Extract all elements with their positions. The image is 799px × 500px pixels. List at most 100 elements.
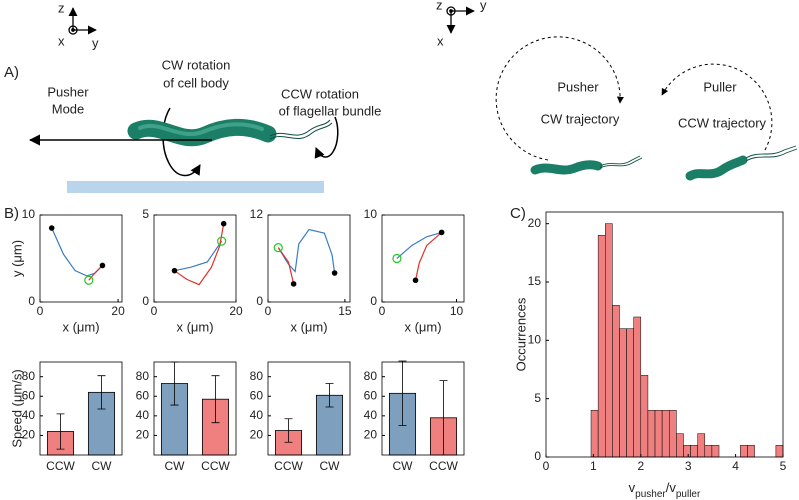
x-tick-label: 0 [265, 304, 272, 318]
x-tick-label: 0 [37, 304, 44, 318]
x-tick-label: 5 [780, 459, 787, 473]
trajectory-line [51, 227, 103, 277]
x-tick-label: 0 [379, 304, 386, 318]
x-tick-label: 4 [732, 459, 739, 473]
endpoint [412, 277, 419, 284]
label: CCW trajectory [678, 115, 767, 130]
error-bar [56, 413, 65, 450]
y-tick-label: 80 [250, 369, 264, 383]
hist-bar [747, 445, 755, 458]
endpoint [171, 267, 178, 274]
hist-bar [697, 433, 706, 458]
surface [67, 181, 324, 193]
rotation-arrow [162, 107, 201, 177]
hist-bar [597, 235, 606, 458]
hist-bar [661, 410, 670, 458]
y-tick-label: 12 [250, 207, 264, 221]
hist-bar [683, 445, 691, 458]
trajectory-line [88, 265, 103, 281]
y-tick-label: 80 [136, 369, 150, 383]
axis-name: y [92, 35, 99, 50]
y-tick-label: 5 [534, 391, 541, 405]
endpoint [438, 229, 445, 236]
endpoint [99, 262, 106, 269]
x-tick-label: CCW [46, 459, 75, 473]
y-tick-label: 10 [364, 207, 378, 221]
x-tick-label: 20 [111, 304, 125, 318]
panel-label: C) [510, 205, 526, 222]
x-tick-label: CCW [201, 459, 230, 473]
x-tick-label: 0 [543, 459, 550, 473]
label: Pusher [557, 79, 599, 94]
cell-body [685, 155, 748, 181]
trajectory-line [277, 228, 336, 274]
rotation-arrow [314, 116, 339, 159]
cell-body [530, 160, 603, 175]
y-tick-label: 5 [142, 207, 149, 221]
y-tick-label: 0 [28, 294, 35, 308]
error-bar [211, 375, 220, 424]
y-tick-label: 80 [22, 369, 36, 383]
cell-highlight [138, 122, 264, 137]
label: CW trajectory [541, 111, 620, 126]
hist-bar [740, 445, 748, 458]
flagella [269, 119, 333, 140]
y-tick-label: 80 [364, 369, 378, 383]
label: Pusher [47, 84, 89, 99]
coord-frame [68, 7, 97, 35]
trajectory-circle [661, 63, 773, 151]
axes-frame [39, 361, 123, 456]
x-tick-label: CW [393, 459, 414, 473]
x-axis-label: vpusher/vpuller [629, 480, 701, 500]
panel-label: A) [4, 64, 19, 81]
flagella [599, 155, 643, 169]
x-axis-label-part: /v [666, 480, 677, 495]
y-tick-label: 40 [136, 408, 150, 422]
start-point [217, 236, 227, 246]
hist-bar [612, 305, 620, 458]
hist-bar [775, 445, 784, 458]
y-tick-label: 20 [364, 428, 378, 442]
hist-bar [668, 410, 677, 458]
axes-frame [39, 214, 123, 303]
error-bar [398, 360, 407, 427]
trajectory-line [174, 223, 225, 286]
x-axis-label: x (μm) [62, 319, 99, 334]
endpoint [48, 225, 55, 231]
axes-frame [545, 211, 784, 458]
hist-bar [619, 328, 627, 458]
y-tick-label: 40 [250, 408, 264, 422]
y-tick-label: 0 [256, 294, 263, 308]
y-tick-label: 10 [528, 333, 542, 347]
error-bar [97, 375, 106, 410]
y-axis-label: y (μm) [9, 240, 24, 277]
x-axis-label: x (μm) [290, 319, 327, 334]
y-tick-label: 0 [370, 294, 377, 308]
trajectory-circle [495, 36, 624, 161]
start-point [392, 253, 402, 264]
x-tick-label: CW [92, 459, 113, 473]
y-tick-label: 15 [528, 274, 542, 288]
label: of flagellar bundle [279, 103, 382, 118]
hist-bar [626, 328, 634, 458]
y-axis-label: Speed (μm/s) [9, 369, 24, 447]
error-bar [325, 383, 334, 408]
hist-bar [633, 316, 642, 458]
y-tick-label: 0 [534, 449, 541, 463]
endpoint [290, 281, 297, 287]
x-tick-label: 3 [685, 459, 692, 473]
endpoint [220, 220, 227, 227]
label: Mode [52, 101, 85, 116]
label: of cell body [163, 75, 229, 90]
hist-bar [704, 445, 713, 458]
trajectory-line [174, 240, 223, 272]
error-bar [284, 418, 293, 443]
axes-frame [381, 214, 465, 303]
hist-bar [590, 410, 599, 458]
hist-bar [690, 445, 698, 458]
flagella [745, 145, 798, 162]
x-tick-label: CCW [429, 459, 458, 473]
y-tick-label: 20 [136, 428, 150, 442]
x-axis-label: x (μm) [404, 319, 441, 334]
